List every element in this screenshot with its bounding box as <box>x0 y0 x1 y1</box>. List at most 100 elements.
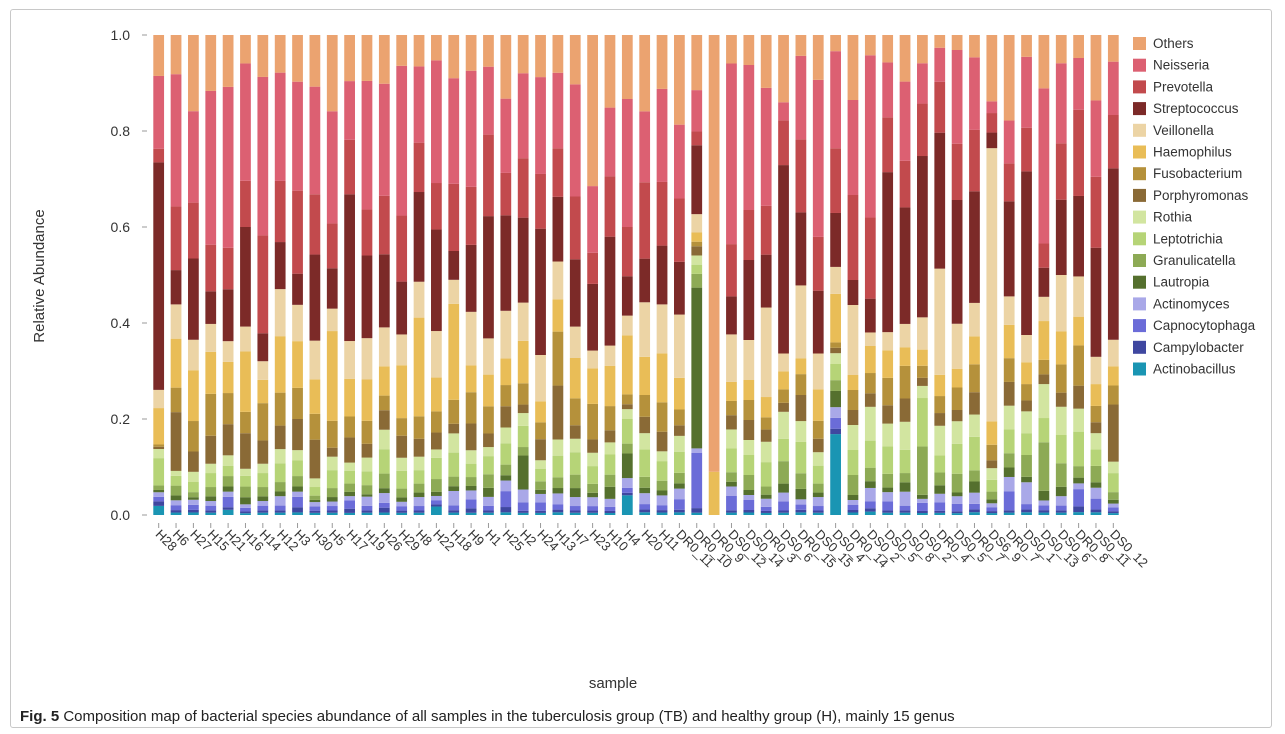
bar-segment <box>864 508 876 512</box>
bar-segment <box>205 510 217 513</box>
legend-swatch <box>1133 145 1146 159</box>
bar-segment <box>639 182 651 259</box>
bar-segment <box>795 374 807 395</box>
bar-segment <box>951 200 963 324</box>
bar-segment <box>500 385 512 407</box>
bar-segment <box>569 497 581 507</box>
bar-segment <box>274 496 286 506</box>
bar-segment <box>795 504 807 510</box>
bar-segment <box>882 487 894 493</box>
bar-segment <box>969 336 980 365</box>
bar-segment <box>969 492 980 504</box>
bar-segment <box>361 471 373 486</box>
bar-segment <box>934 485 946 494</box>
bar-segment <box>795 395 807 422</box>
bar-segment <box>1038 418 1050 443</box>
bar-segment <box>951 496 963 504</box>
bar-segment <box>691 90 703 132</box>
bar-segment <box>587 439 598 453</box>
bar-segment <box>205 323 217 352</box>
bar-segment <box>1090 176 1102 248</box>
bar-segment <box>743 380 755 400</box>
bar-segment <box>986 460 998 469</box>
legend-swatch <box>1133 297 1146 311</box>
bar-segment <box>917 502 928 511</box>
bar-segment <box>882 492 894 502</box>
bar-segment <box>778 389 789 403</box>
bar-segment <box>726 495 737 511</box>
bar-segment <box>899 347 911 366</box>
bar-segment <box>621 35 633 99</box>
bar-segment <box>691 512 703 515</box>
bar-segment <box>517 502 529 511</box>
bar-segment <box>222 35 234 87</box>
bar-segment <box>1003 453 1015 468</box>
bar-segment <box>587 497 598 507</box>
bar-segment <box>743 512 755 515</box>
legend-label: Prevotella <box>1153 79 1214 94</box>
bar-segment <box>691 214 703 233</box>
bar-segment <box>292 476 303 487</box>
bar-segment <box>1073 276 1084 317</box>
bar-segment <box>1107 507 1119 512</box>
bar-segment <box>309 254 321 341</box>
bar-segment <box>778 165 789 354</box>
bar-segment <box>1038 442 1050 491</box>
bar-segment <box>656 510 668 513</box>
bar-segment <box>656 451 668 462</box>
bar-segment <box>240 35 251 64</box>
bar-segment <box>969 436 980 471</box>
bar-segment <box>396 510 408 513</box>
bar-segment <box>535 510 546 513</box>
bar-segment <box>969 129 980 192</box>
bar-segment <box>396 65 408 216</box>
bar-segment <box>153 444 165 447</box>
bar-segment <box>1038 512 1050 515</box>
bar-segment <box>378 512 390 515</box>
bar-segment <box>361 443 373 458</box>
bar-segment <box>639 449 651 477</box>
bar-segment <box>517 73 529 159</box>
bar-segment <box>743 440 755 455</box>
bar-segment <box>465 365 477 393</box>
bar-segment <box>240 511 251 514</box>
bar-segment <box>656 490 668 496</box>
bar-segment <box>847 505 859 510</box>
bar-segment <box>917 446 928 495</box>
bar-segment <box>778 512 789 515</box>
bar-segment <box>604 506 616 511</box>
bar-segment <box>292 512 303 515</box>
bar-segment <box>188 451 199 472</box>
bar-segment <box>1073 316 1084 346</box>
bar-segment <box>621 443 633 454</box>
bar-segment <box>1090 512 1102 515</box>
bar-segment <box>639 111 651 183</box>
bar-segment <box>587 283 598 351</box>
bar-segment <box>674 425 685 436</box>
bar-segment <box>378 502 390 508</box>
bar-segment <box>1107 473 1119 493</box>
bar-segment <box>188 481 199 493</box>
bar-segment <box>483 496 494 506</box>
bar-segment <box>431 500 442 505</box>
bar-segment <box>170 304 182 339</box>
bar-segment <box>569 425 581 439</box>
bar-segment <box>170 74 182 207</box>
bar-segment <box>726 510 737 513</box>
bar-segment <box>205 291 217 324</box>
bar-segment <box>969 392 980 415</box>
bar-segment <box>205 501 217 506</box>
bar-segment <box>465 490 477 500</box>
bar-segment <box>361 510 373 513</box>
bar-segment <box>257 473 269 488</box>
bar-segment <box>1003 405 1015 430</box>
bar-segment <box>378 395 390 411</box>
bar-segment <box>326 506 338 511</box>
bar-segment <box>413 66 425 143</box>
legend: Others Neisseria Prevotella Streptococcus Ve… <box>1133 36 1256 377</box>
bar-segment <box>326 223 338 269</box>
bar-segment <box>899 491 911 506</box>
bar-segment <box>448 78 460 184</box>
bar-segment <box>257 496 269 502</box>
bar-segment <box>621 495 633 515</box>
